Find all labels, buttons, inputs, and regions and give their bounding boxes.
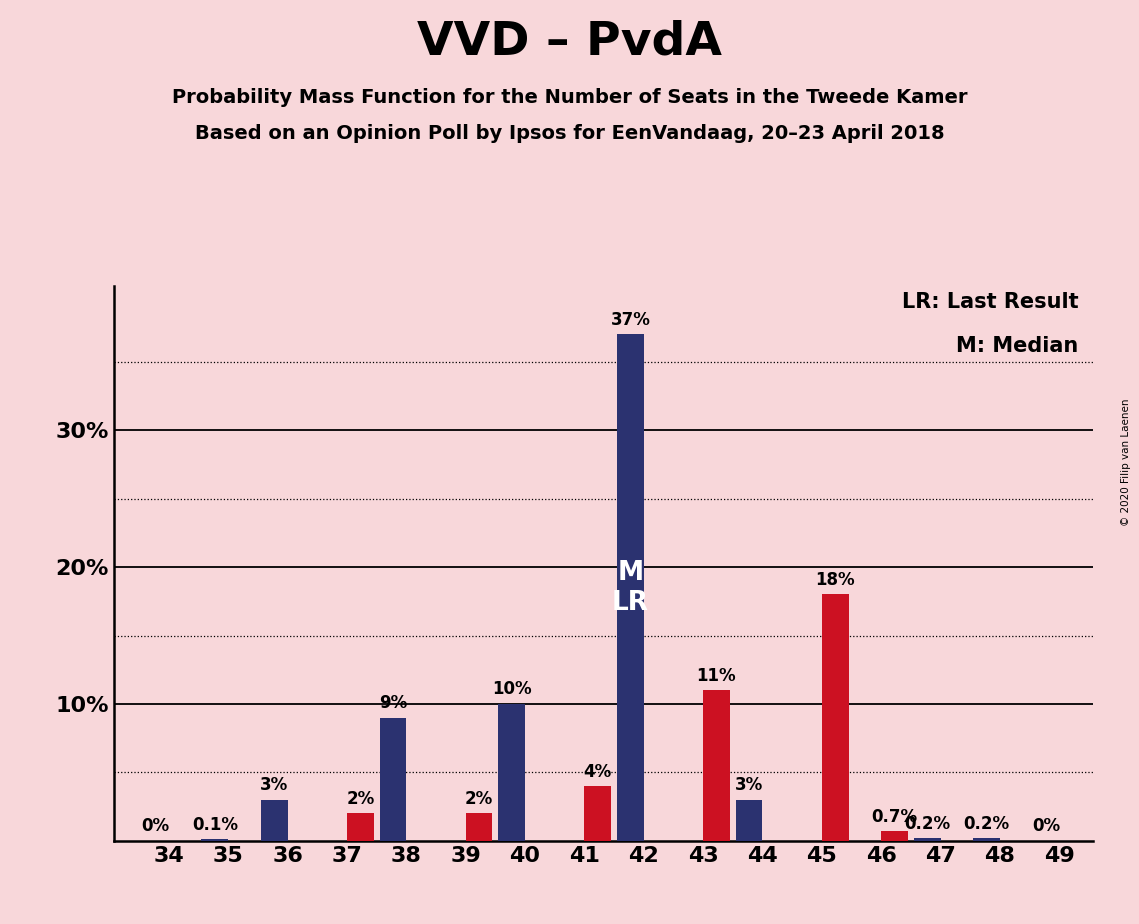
- Text: 0%: 0%: [141, 818, 170, 835]
- Text: Probability Mass Function for the Number of Seats in the Tweede Kamer: Probability Mass Function for the Number…: [172, 88, 967, 106]
- Text: 9%: 9%: [379, 694, 407, 712]
- Bar: [973, 838, 1000, 841]
- Bar: [347, 813, 374, 841]
- Bar: [703, 690, 730, 841]
- Text: 37%: 37%: [611, 310, 650, 329]
- Text: 2%: 2%: [346, 790, 375, 808]
- Bar: [498, 704, 525, 841]
- Text: 3%: 3%: [260, 776, 288, 795]
- Bar: [584, 786, 612, 841]
- Text: 0.2%: 0.2%: [904, 815, 950, 833]
- Text: 0.7%: 0.7%: [871, 808, 918, 826]
- Bar: [379, 718, 407, 841]
- Text: VVD – PvdA: VVD – PvdA: [417, 19, 722, 64]
- Text: 0.1%: 0.1%: [191, 816, 238, 834]
- Text: 3%: 3%: [735, 776, 763, 795]
- Bar: [882, 832, 908, 841]
- Text: 4%: 4%: [583, 762, 612, 781]
- Text: 10%: 10%: [492, 680, 532, 699]
- Bar: [202, 840, 228, 841]
- Text: 0.2%: 0.2%: [964, 815, 1009, 833]
- Bar: [913, 838, 941, 841]
- Text: LR: Last Result: LR: Last Result: [902, 292, 1079, 312]
- Bar: [261, 800, 287, 841]
- Bar: [822, 594, 849, 841]
- Bar: [466, 813, 492, 841]
- Text: 0%: 0%: [1032, 818, 1060, 835]
- Bar: [736, 800, 762, 841]
- Text: 18%: 18%: [816, 571, 855, 589]
- Text: © 2020 Filip van Laenen: © 2020 Filip van Laenen: [1121, 398, 1131, 526]
- Text: 11%: 11%: [697, 667, 736, 685]
- Text: M
LR: M LR: [612, 560, 649, 615]
- Bar: [617, 334, 644, 841]
- Text: M: Median: M: Median: [957, 336, 1079, 357]
- Text: Based on an Opinion Poll by Ipsos for EenVandaag, 20–23 April 2018: Based on an Opinion Poll by Ipsos for Ee…: [195, 125, 944, 143]
- Text: 2%: 2%: [465, 790, 493, 808]
